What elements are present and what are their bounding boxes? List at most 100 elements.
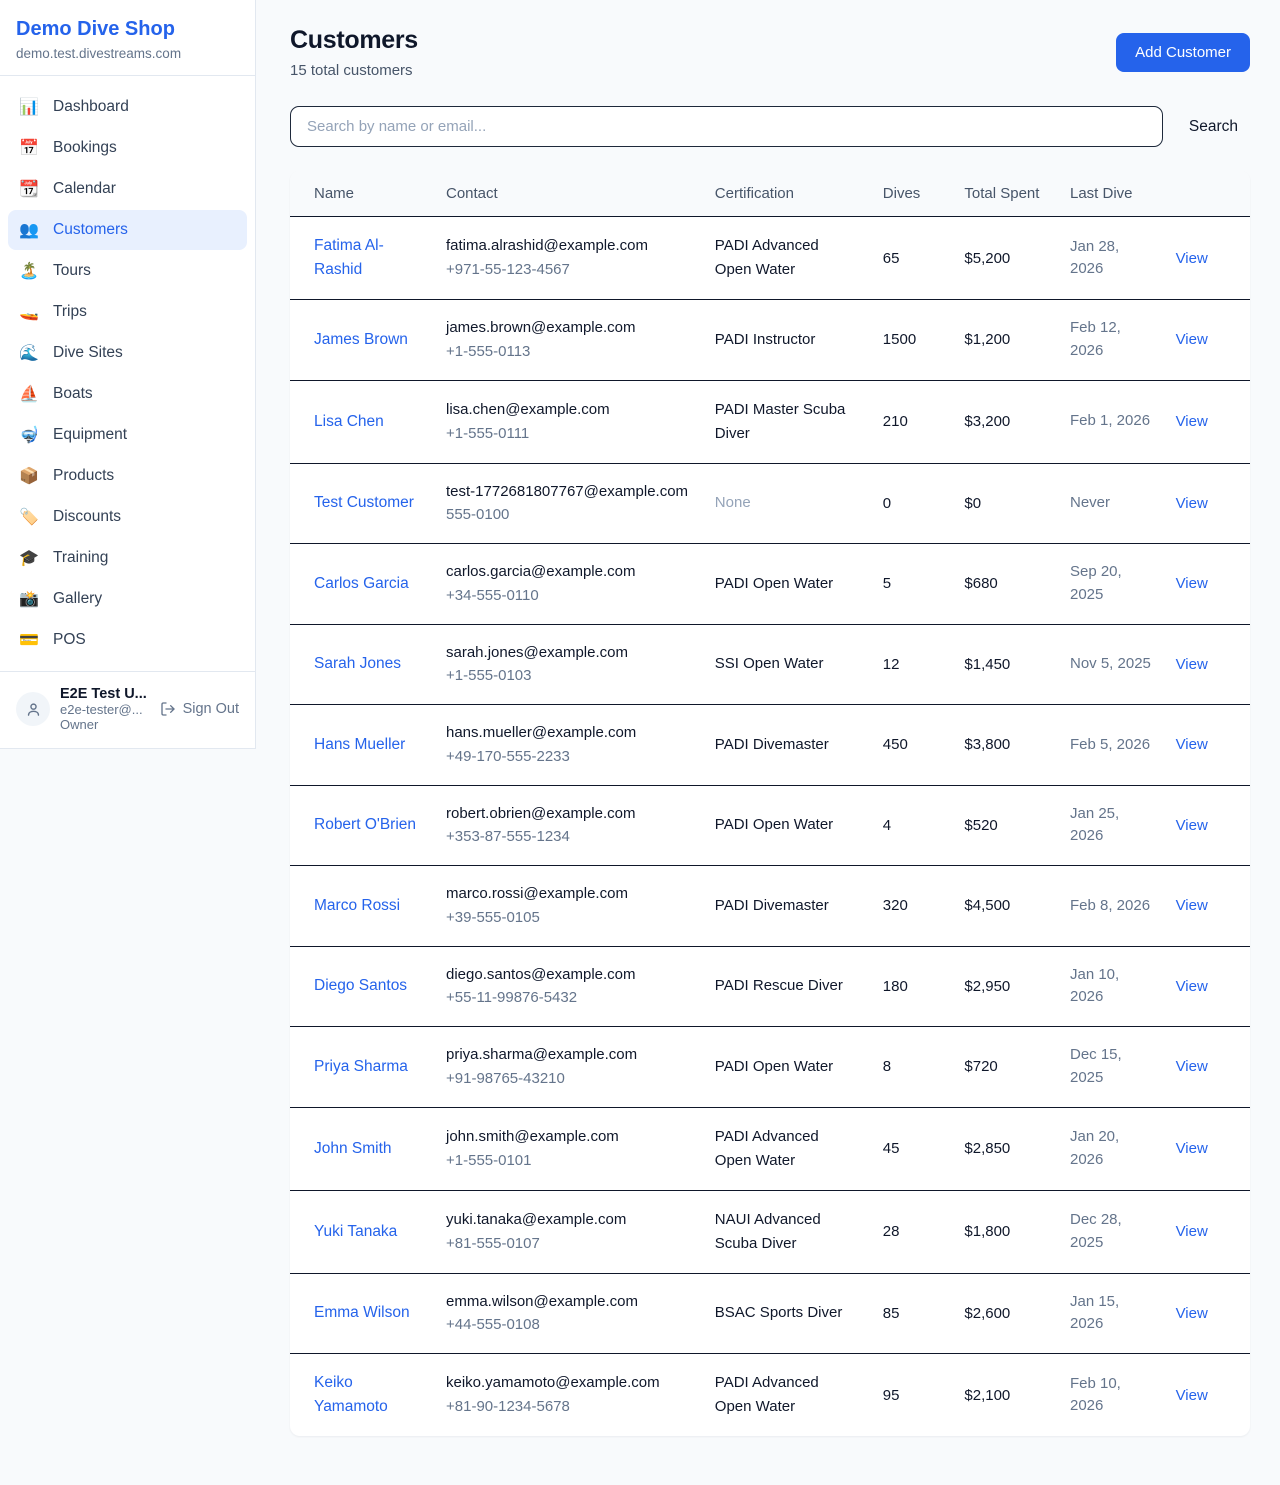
view-customer-link[interactable]: View — [1175, 575, 1208, 593]
sidebar-item-dashboard[interactable]: 📊 Dashboard — [19, 98, 129, 116]
customer-name-link[interactable]: Hans Mueller — [314, 735, 406, 753]
view-customer-link[interactable]: View — [1175, 736, 1208, 754]
customer-certification: PADI Rescue Diver — [702, 946, 871, 1028]
customer-total-spent: $520 — [952, 785, 1058, 867]
view-customer-link[interactable]: View — [1175, 655, 1208, 673]
customer-total-spent: $2,950 — [952, 946, 1058, 1028]
customer-name-link[interactable]: Fatima Al-Rashid — [314, 237, 384, 279]
customer-dives: 45 — [870, 1107, 953, 1191]
table-row: Priya Sharma priya.sharma@example.com +9… — [290, 1026, 1250, 1108]
customer-dives: 8 — [870, 1026, 953, 1108]
customer-total-spent: $2,850 — [952, 1107, 1058, 1191]
sidebar-item-trips[interactable]: 🚤 Trips — [19, 303, 87, 321]
customer-name-link[interactable]: Marco Rossi — [314, 896, 401, 914]
customer-total-spent: $3,800 — [952, 704, 1058, 786]
customer-name-link[interactable]: Diego Santos — [314, 977, 408, 995]
customer-email: fatima.alrashid@example.com — [446, 237, 648, 255]
sidebar-item-customers[interactable]: 👥 Customers — [8, 210, 247, 250]
add-customer-button[interactable]: Add Customer — [1116, 33, 1250, 72]
customer-email: test-1772681807767@example.com — [446, 482, 689, 500]
customer-phone: +39-555-0105 — [446, 908, 540, 926]
customer-name-link[interactable]: Emma Wilson — [314, 1304, 410, 1322]
sidebar-item-bookings[interactable]: 📅 Bookings — [19, 139, 117, 157]
table-header-row: Name Contact Certification Dives Total Spent… — [290, 171, 1250, 217]
sign-out-button[interactable]: Sign Out — [160, 701, 239, 717]
column-header-contact: Contact — [434, 171, 703, 217]
user-email: e2e-tester@... — [60, 702, 143, 717]
customer-email: lisa.chen@example.com — [446, 400, 610, 418]
customer-email: keiko.yamamoto@example.com — [446, 1374, 660, 1392]
customer-last-dive: Jan 20, 2026 — [1057, 1107, 1164, 1191]
view-customer-link[interactable]: View — [1175, 897, 1208, 915]
customer-certification: PADI Open Water — [702, 785, 871, 867]
search-input[interactable] — [290, 106, 1163, 147]
view-customer-link[interactable]: View — [1175, 1140, 1208, 1158]
shop-name[interactable]: Demo Dive Shop — [16, 18, 175, 40]
sidebar-item-products[interactable]: 📦 Products — [19, 467, 115, 485]
customer-name-link[interactable]: Keiko Yamamoto — [314, 1374, 388, 1416]
customer-last-dive: Sep 20, 2025 — [1057, 543, 1164, 625]
customer-total-spent: $0 — [952, 463, 1058, 545]
table-row: Marco Rossi marco.rossi@example.com +39-… — [290, 865, 1250, 947]
column-header-last-dive: Last Dive — [1057, 171, 1164, 217]
view-customer-link[interactable]: View — [1175, 413, 1208, 431]
sidebar-item-tours[interactable]: 🏝️ Tours — [19, 262, 91, 280]
table-row: James Brown james.brown@example.com +1-5… — [290, 299, 1250, 381]
customer-certification: None — [702, 463, 871, 545]
main-content: Customers 15 total customers Add Custome… — [256, 0, 1280, 1466]
view-customer-link[interactable]: View — [1175, 249, 1208, 267]
search-button[interactable]: Search — [1177, 110, 1250, 144]
customer-name-link[interactable]: Yuki Tanaka — [314, 1222, 398, 1240]
view-customer-link[interactable]: View — [1175, 977, 1208, 995]
customers-table-card: Name Contact Certification Dives Total Spent… — [290, 171, 1250, 1437]
customer-certification: PADI Open Water — [702, 543, 871, 625]
sidebar-item-pos[interactable]: 💳 POS — [19, 631, 86, 649]
customer-certification: NAUI Advanced Scuba Diver — [702, 1190, 871, 1274]
customer-phone: +1-555-0113 — [446, 342, 531, 360]
customer-name-link[interactable]: Test Customer — [314, 494, 414, 512]
column-header-name: Name — [290, 171, 434, 217]
customer-last-dive: Feb 10, 2026 — [1069, 1374, 1121, 1415]
customer-email: yuki.tanaka@example.com — [446, 1210, 627, 1228]
sidebar-item-gallery[interactable]: 📸 Gallery — [19, 590, 103, 608]
sidebar-item-equipment[interactable]: 🤿 Equipment — [19, 426, 128, 444]
table-row: John Smith john.smith@example.com +1-555… — [290, 1107, 1250, 1191]
customer-phone: +91-98765-43210 — [446, 1069, 565, 1087]
view-customer-link[interactable]: View — [1175, 494, 1208, 512]
customer-total-spent: $5,200 — [952, 216, 1058, 301]
column-header-actions — [1163, 171, 1250, 217]
bookings-icon: 📅 — [19, 140, 39, 157]
shop-domain: demo.test.divestreams.com — [16, 46, 182, 61]
view-customer-link[interactable]: View — [1175, 1304, 1208, 1322]
customer-name-link[interactable]: Lisa Chen — [314, 412, 384, 430]
view-customer-link[interactable]: View — [1175, 1058, 1208, 1076]
sidebar-item-calendar[interactable]: 📆 Calendar — [19, 180, 116, 198]
customer-last-dive: Feb 8, 2026 — [1057, 865, 1164, 947]
customer-name-link[interactable]: Robert O'Brien — [314, 816, 417, 834]
customers-icon: 👥 — [19, 222, 39, 239]
customer-dives: 450 — [870, 704, 953, 786]
sidebar-item-discounts[interactable]: 🏷️ Discounts — [19, 508, 122, 526]
customer-name-link[interactable]: Priya Sharma — [314, 1057, 408, 1075]
view-customer-link[interactable]: View — [1175, 1386, 1208, 1404]
table-body: Fatima Al-Rashid fatima.alrashid@example… — [290, 216, 1250, 1437]
dive-sites-icon: 🌊 — [19, 345, 39, 362]
customer-dives: 95 — [882, 1386, 900, 1404]
customer-name-link[interactable]: Sarah Jones — [314, 655, 402, 673]
table-row: Yuki Tanaka yuki.tanaka@example.com +81-… — [290, 1190, 1250, 1274]
customer-dives: 180 — [870, 946, 953, 1028]
customer-phone: +971-55-123-4567 — [446, 261, 570, 279]
sidebar-item-boats[interactable]: ⛵ Boats — [19, 385, 93, 403]
view-customer-link[interactable]: View — [1175, 331, 1208, 349]
view-customer-link[interactable]: View — [1175, 1223, 1208, 1241]
sidebar-item-training[interactable]: 🎓 Training — [19, 549, 109, 567]
view-customer-link[interactable]: View — [1175, 816, 1208, 834]
customer-last-dive: Never — [1057, 463, 1164, 545]
customer-phone: +1-555-0111 — [446, 424, 530, 442]
customer-last-dive: Feb 1, 2026 — [1057, 380, 1164, 464]
customer-name-link[interactable]: James Brown — [314, 330, 408, 348]
customer-name-link[interactable]: Carlos Garcia — [314, 574, 409, 592]
customer-email: diego.santos@example.com — [446, 965, 636, 983]
customer-name-link[interactable]: John Smith — [314, 1139, 392, 1157]
sidebar-item-dive-sites[interactable]: 🌊 Dive Sites — [19, 344, 123, 362]
